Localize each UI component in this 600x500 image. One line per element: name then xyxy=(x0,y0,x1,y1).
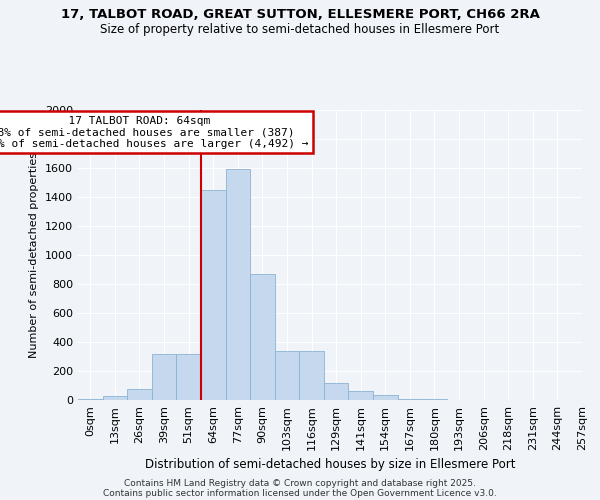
Bar xyxy=(176,354,201,400)
Text: 17, TALBOT ROAD, GREAT SUTTON, ELLESMERE PORT, CH66 2RA: 17, TALBOT ROAD, GREAT SUTTON, ELLESMERE… xyxy=(61,8,539,20)
Bar xyxy=(324,382,349,400)
Bar xyxy=(226,170,250,400)
Text: Contains HM Land Registry data © Crown copyright and database right 2025.: Contains HM Land Registry data © Crown c… xyxy=(124,478,476,488)
Bar xyxy=(152,354,176,400)
Bar xyxy=(127,389,152,400)
Bar xyxy=(373,395,398,400)
Bar xyxy=(250,274,275,400)
Bar xyxy=(103,396,127,400)
Bar xyxy=(201,190,226,400)
Bar xyxy=(78,398,103,400)
Bar xyxy=(349,392,373,400)
Text: Size of property relative to semi-detached houses in Ellesmere Port: Size of property relative to semi-detach… xyxy=(100,22,500,36)
Bar xyxy=(299,352,324,400)
Text: 17 TALBOT ROAD: 64sqm  
← 8% of semi-detached houses are smaller (387)
  91% of : 17 TALBOT ROAD: 64sqm ← 8% of semi-detac… xyxy=(0,116,308,149)
Bar xyxy=(398,398,422,400)
Text: Contains public sector information licensed under the Open Government Licence v3: Contains public sector information licen… xyxy=(103,488,497,498)
Y-axis label: Number of semi-detached properties: Number of semi-detached properties xyxy=(29,152,40,358)
X-axis label: Distribution of semi-detached houses by size in Ellesmere Port: Distribution of semi-detached houses by … xyxy=(145,458,515,471)
Bar xyxy=(275,352,299,400)
